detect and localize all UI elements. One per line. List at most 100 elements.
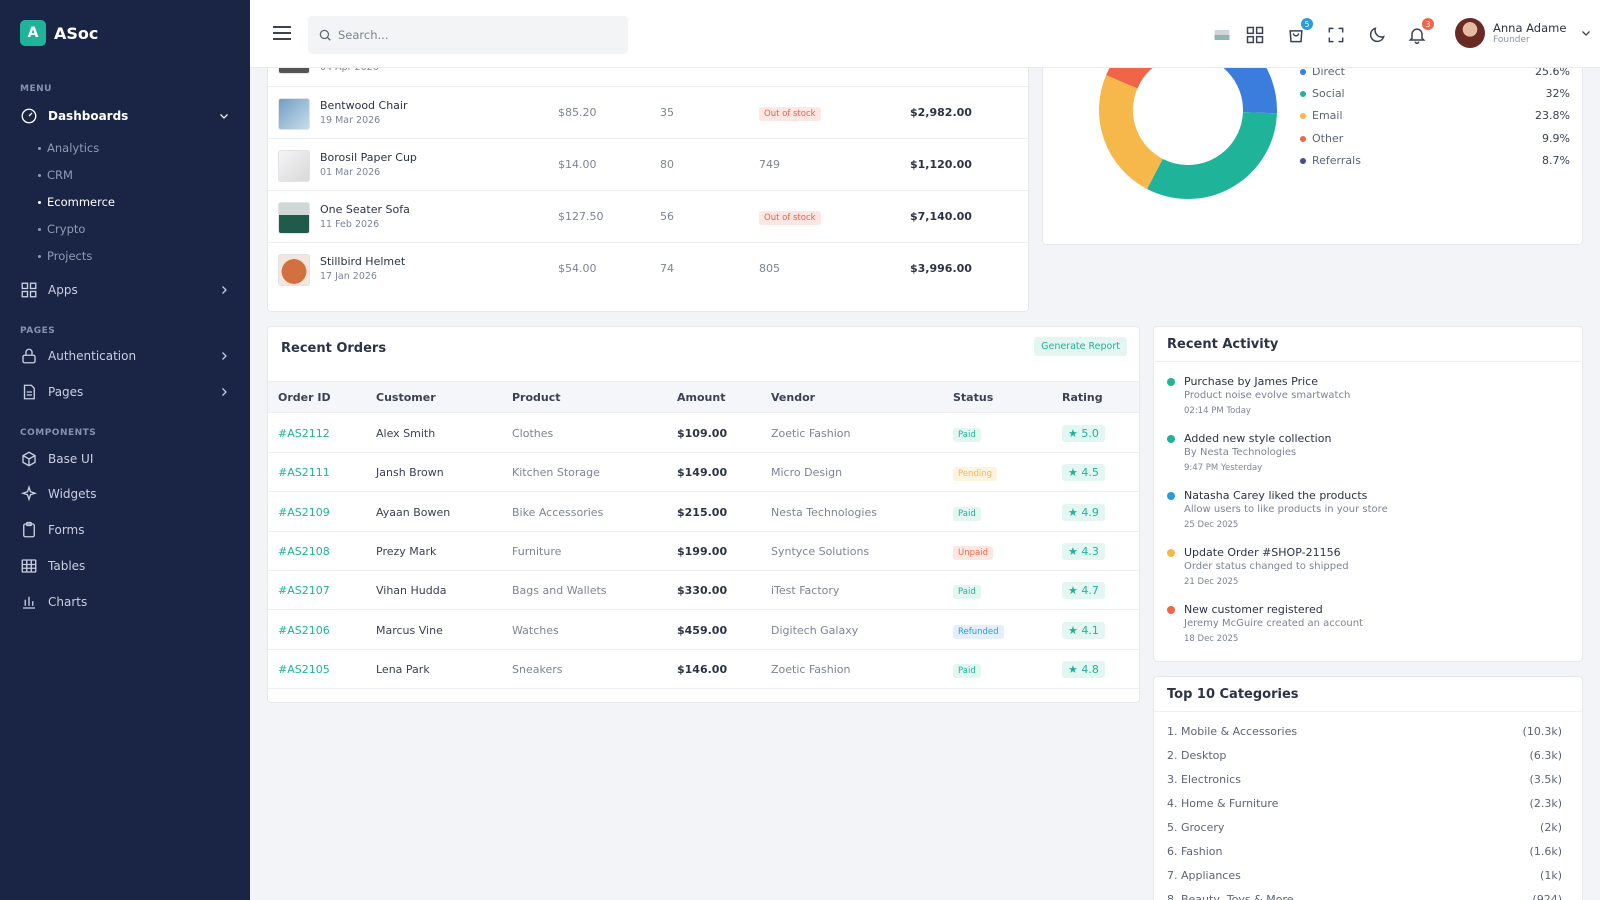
product-stock: 805 [759, 262, 780, 275]
category-item[interactable]: 2. Desktop (6.3k) [1167, 749, 1562, 762]
notifications-button[interactable]: 3 [1406, 18, 1434, 46]
category-item[interactable]: 6. Fashion (1.6k) [1167, 845, 1562, 858]
category-name: 2. Desktop [1167, 749, 1227, 762]
category-item[interactable]: 7. Appliances (1k) [1167, 869, 1562, 882]
sidebar-item-widgets[interactable]: Widgets [20, 482, 230, 506]
category-name: 7. Appliances [1167, 869, 1241, 882]
product-row[interactable]: One Seater Sofa 11 Feb 2026 $127.50 56 O… [268, 190, 1028, 242]
document-icon [23, 384, 35, 400]
order-id-link[interactable]: #AS2106 [278, 623, 330, 637]
sidebar-item-forms[interactable]: Forms [20, 518, 230, 542]
table-row[interactable]: #AS2106 Marcus Vine Watches $459.00 Digitech… [268, 611, 1139, 650]
sidebar-subitem-crypto[interactable]: Crypto [38, 222, 85, 236]
sidebar-subitem-projects[interactable]: Projects [38, 249, 92, 263]
category-item[interactable]: 8. Beauty, Toys & More (924) [1167, 893, 1562, 900]
sidebar-subitem-label: Projects [47, 249, 93, 263]
apps-button[interactable] [1244, 24, 1266, 46]
column-header-status[interactable]: Status [953, 391, 994, 404]
stock-badge: Out of stock [759, 107, 821, 121]
product-orders: 74 [660, 262, 674, 275]
order-id-link[interactable]: #AS2109 [278, 505, 330, 519]
order-id-link[interactable]: #AS2111 [278, 466, 330, 480]
recent-orders-title: Recent Orders [281, 341, 387, 356]
order-id-link[interactable]: #AS2108 [278, 544, 330, 558]
product-amount: $3,996.00 [910, 262, 972, 275]
legend-dot-icon [1300, 135, 1306, 142]
order-amount: $459.00 [677, 623, 728, 637]
product-date: 01 Mar 2026 [320, 167, 381, 178]
category-item[interactable]: 1. Mobile & Accessories (10.3k) [1167, 725, 1562, 738]
customer-name: Prezy Mark [376, 544, 437, 558]
column-header-rating[interactable]: Rating [1062, 391, 1103, 404]
table-row[interactable]: #AS2111 Jansh Brown Kitchen Storage $149.00… [268, 453, 1139, 493]
sidebar-subitem-crm[interactable]: CRM [38, 168, 73, 182]
brand[interactable]: A ASoc [20, 20, 98, 46]
divider [1154, 711, 1582, 712]
sidebar-subitem-label: Crypto [47, 222, 86, 236]
activity-description: Allow users to like products in your sto… [1184, 504, 1388, 515]
column-header-product[interactable]: Product [512, 391, 561, 404]
bullet-icon [38, 146, 41, 150]
product-row[interactable]: Borosil Paper Cup 01 Mar 2026 $14.00 80 … [268, 138, 1028, 190]
column-header-vendor[interactable]: Vendor [771, 391, 816, 404]
order-id-link[interactable]: #AS2112 [278, 427, 330, 440]
cart-button[interactable]: 5 [1285, 18, 1313, 46]
product-row[interactable]: Stillbird Helmet 17 Jan 2026 $54.00 74 8… [268, 242, 1028, 294]
order-amount: $330.00 [677, 584, 728, 598]
language-flag-button[interactable] [1211, 24, 1233, 46]
column-header-customer[interactable]: Customer [376, 391, 436, 404]
sidebar-subitem-ecommerce[interactable]: Ecommerce [38, 195, 115, 209]
sidebar-item-base-ui[interactable]: Base UI [20, 447, 230, 471]
user-menu[interactable]: Anna Adame Founder [1455, 18, 1592, 48]
product-name: Bike Accessories [512, 505, 604, 519]
legend-label: Other [1312, 131, 1344, 145]
user-name: Anna Adame [1493, 21, 1567, 35]
category-item[interactable]: 5. Grocery (2k) [1167, 821, 1562, 834]
rating-badge: ★ 4.9 [1062, 503, 1105, 521]
donut-slice-email[interactable] [1099, 75, 1164, 190]
customer-name: Alex Smith [376, 427, 436, 440]
sidebar-item-authentication[interactable]: Authentication [20, 344, 230, 368]
status-badge: Pending [953, 467, 997, 482]
product-name: Watches [512, 623, 559, 637]
table-row[interactable]: #AS2107 Vihan Hudda Bags and Wallets $330.0… [268, 571, 1139, 611]
legend-label: Social [1312, 87, 1345, 101]
table-row[interactable]: #AS2112 Alex Smith Clothes $109.00 Zoetic Fa… [268, 414, 1139, 453]
sidebar-item-dashboards[interactable]: Dashboards [20, 104, 230, 128]
moon-icon [1369, 27, 1385, 43]
bullet-icon [38, 200, 41, 204]
category-item[interactable]: 3. Electronics (3.5k) [1167, 773, 1562, 786]
product-price: $14.00 [558, 158, 597, 171]
sidebar-item-charts[interactable]: Charts [20, 590, 230, 614]
sidebar-item-pages[interactable]: Pages [20, 380, 230, 404]
brand-name: ASoc [54, 23, 99, 43]
donut-slice-social[interactable] [1147, 111, 1277, 199]
sidebar-item-label: Dashboards [48, 109, 129, 123]
search-box[interactable] [308, 16, 628, 54]
hamburger-menu-icon[interactable] [272, 24, 292, 42]
activity-description: Order status changed to shipped [1184, 561, 1349, 572]
generate-report-button[interactable]: Generate Report [1034, 337, 1127, 356]
table-row[interactable]: #AS2105 Lena Park Sneakers $146.00 Zoetic Fa… [268, 650, 1139, 689]
table-row[interactable]: #AS2109 Ayaan Bowen Bike Accessories $215.0… [268, 493, 1139, 532]
vendor-name: iTest Factory [771, 584, 840, 598]
table-row[interactable]: #AS2108 Prezy Mark Furniture $199.00 Syntyce… [268, 532, 1139, 571]
fullscreen-button[interactable] [1325, 24, 1347, 46]
search-input[interactable] [338, 28, 608, 42]
category-item[interactable]: 4. Home & Furniture (2.3k) [1167, 797, 1562, 810]
product-row[interactable]: Bentwood Chair 19 Mar 2026 $85.20 35 Out… [268, 86, 1028, 138]
vendor-name: Micro Design [771, 466, 843, 480]
lock-icon [22, 348, 36, 364]
product-thumbnail [278, 202, 310, 234]
rating-value: 4.5 [1081, 466, 1099, 480]
sidebar-subitem-analytics[interactable]: Analytics [38, 141, 99, 155]
column-header-amount[interactable]: Amount [677, 391, 726, 404]
order-id-link[interactable]: #AS2105 [278, 662, 330, 676]
order-id-link[interactable]: #AS2107 [278, 584, 330, 598]
status-badge: Paid [953, 585, 981, 600]
column-header-order-id[interactable]: Order ID [278, 391, 331, 404]
rating-value: 4.3 [1081, 544, 1099, 558]
sidebar-item-tables[interactable]: Tables [20, 554, 230, 578]
dark-mode-button[interactable] [1366, 24, 1388, 46]
sidebar-item-apps[interactable]: Apps [20, 278, 230, 302]
